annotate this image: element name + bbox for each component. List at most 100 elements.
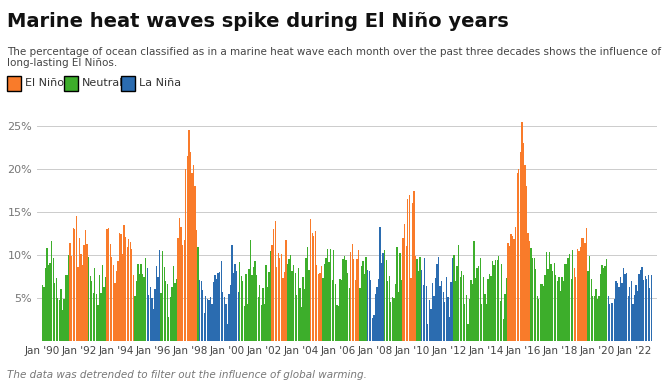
Bar bbox=[204, 313, 205, 341]
Bar bbox=[103, 287, 105, 341]
Bar bbox=[377, 288, 378, 341]
Bar bbox=[346, 260, 347, 341]
Bar bbox=[436, 264, 438, 341]
Bar bbox=[245, 274, 247, 341]
Bar bbox=[487, 279, 488, 341]
Bar bbox=[156, 265, 157, 341]
Bar bbox=[543, 286, 544, 341]
Bar bbox=[92, 293, 94, 341]
Bar bbox=[580, 247, 581, 341]
Bar bbox=[555, 275, 556, 341]
Bar bbox=[46, 248, 48, 341]
Bar bbox=[273, 229, 274, 341]
Bar bbox=[544, 275, 545, 341]
Bar bbox=[256, 275, 257, 341]
Bar bbox=[435, 278, 436, 341]
Bar bbox=[584, 243, 586, 341]
Bar bbox=[535, 268, 537, 341]
Bar bbox=[364, 274, 365, 341]
Bar bbox=[145, 258, 146, 341]
Bar bbox=[62, 310, 63, 341]
Bar bbox=[276, 267, 277, 341]
Bar bbox=[208, 300, 210, 341]
Bar bbox=[495, 260, 496, 341]
Bar bbox=[163, 267, 165, 341]
Bar bbox=[590, 279, 592, 341]
Bar bbox=[563, 281, 564, 341]
Bar bbox=[224, 297, 225, 341]
Bar bbox=[200, 281, 202, 341]
Bar bbox=[262, 288, 263, 341]
Bar bbox=[80, 255, 82, 341]
Bar bbox=[151, 298, 153, 341]
Text: The percentage of ocean classified as in a marine heat wave each month over the : The percentage of ocean classified as in… bbox=[7, 47, 661, 68]
Bar bbox=[288, 258, 289, 341]
Bar bbox=[541, 284, 543, 341]
Bar bbox=[54, 283, 56, 341]
Bar bbox=[284, 272, 285, 341]
Bar bbox=[431, 283, 433, 341]
Bar bbox=[282, 277, 283, 341]
Bar bbox=[537, 296, 538, 341]
Bar bbox=[438, 257, 440, 341]
Bar bbox=[225, 303, 226, 341]
Bar bbox=[165, 281, 166, 341]
Bar bbox=[614, 299, 615, 341]
Bar bbox=[450, 282, 452, 341]
Bar bbox=[533, 258, 535, 341]
Bar bbox=[214, 275, 216, 341]
Bar bbox=[173, 266, 174, 341]
Bar bbox=[602, 265, 603, 341]
Bar bbox=[308, 270, 310, 341]
Bar bbox=[489, 274, 490, 341]
Bar bbox=[389, 275, 390, 341]
Bar bbox=[253, 267, 254, 341]
Bar bbox=[269, 272, 270, 341]
Bar bbox=[88, 257, 89, 341]
Bar bbox=[383, 253, 384, 341]
Bar bbox=[213, 282, 214, 341]
Bar bbox=[239, 262, 241, 341]
Bar bbox=[583, 238, 584, 341]
Bar bbox=[629, 287, 630, 341]
Bar bbox=[296, 294, 297, 341]
Bar bbox=[640, 270, 641, 341]
Bar bbox=[321, 266, 322, 341]
Text: La Niña: La Niña bbox=[139, 78, 181, 88]
Bar bbox=[210, 297, 211, 341]
Bar bbox=[44, 287, 45, 341]
Bar bbox=[433, 296, 435, 341]
Bar bbox=[220, 261, 222, 341]
Bar bbox=[567, 258, 569, 341]
Bar bbox=[56, 278, 57, 341]
Bar bbox=[469, 299, 470, 341]
Bar bbox=[618, 288, 620, 341]
Bar bbox=[456, 266, 458, 341]
Bar bbox=[547, 270, 549, 341]
Bar bbox=[393, 298, 395, 341]
Bar bbox=[176, 279, 177, 341]
Bar bbox=[202, 291, 204, 341]
Bar bbox=[342, 259, 344, 341]
Bar bbox=[645, 277, 646, 341]
Bar bbox=[79, 238, 80, 341]
Bar bbox=[401, 281, 402, 341]
Bar bbox=[352, 244, 353, 341]
Bar bbox=[77, 267, 78, 341]
Bar bbox=[244, 306, 245, 341]
Bar bbox=[129, 242, 131, 341]
Bar bbox=[527, 233, 529, 341]
Bar bbox=[460, 277, 461, 341]
Bar bbox=[410, 278, 411, 341]
Bar bbox=[501, 264, 502, 341]
Bar bbox=[500, 301, 501, 341]
Bar bbox=[454, 255, 455, 341]
Bar bbox=[194, 186, 196, 341]
Bar bbox=[113, 265, 114, 341]
Bar bbox=[211, 304, 212, 341]
Bar bbox=[356, 259, 358, 341]
Bar bbox=[318, 274, 319, 341]
Bar bbox=[139, 274, 140, 341]
Bar bbox=[636, 291, 638, 341]
Bar bbox=[110, 244, 111, 341]
